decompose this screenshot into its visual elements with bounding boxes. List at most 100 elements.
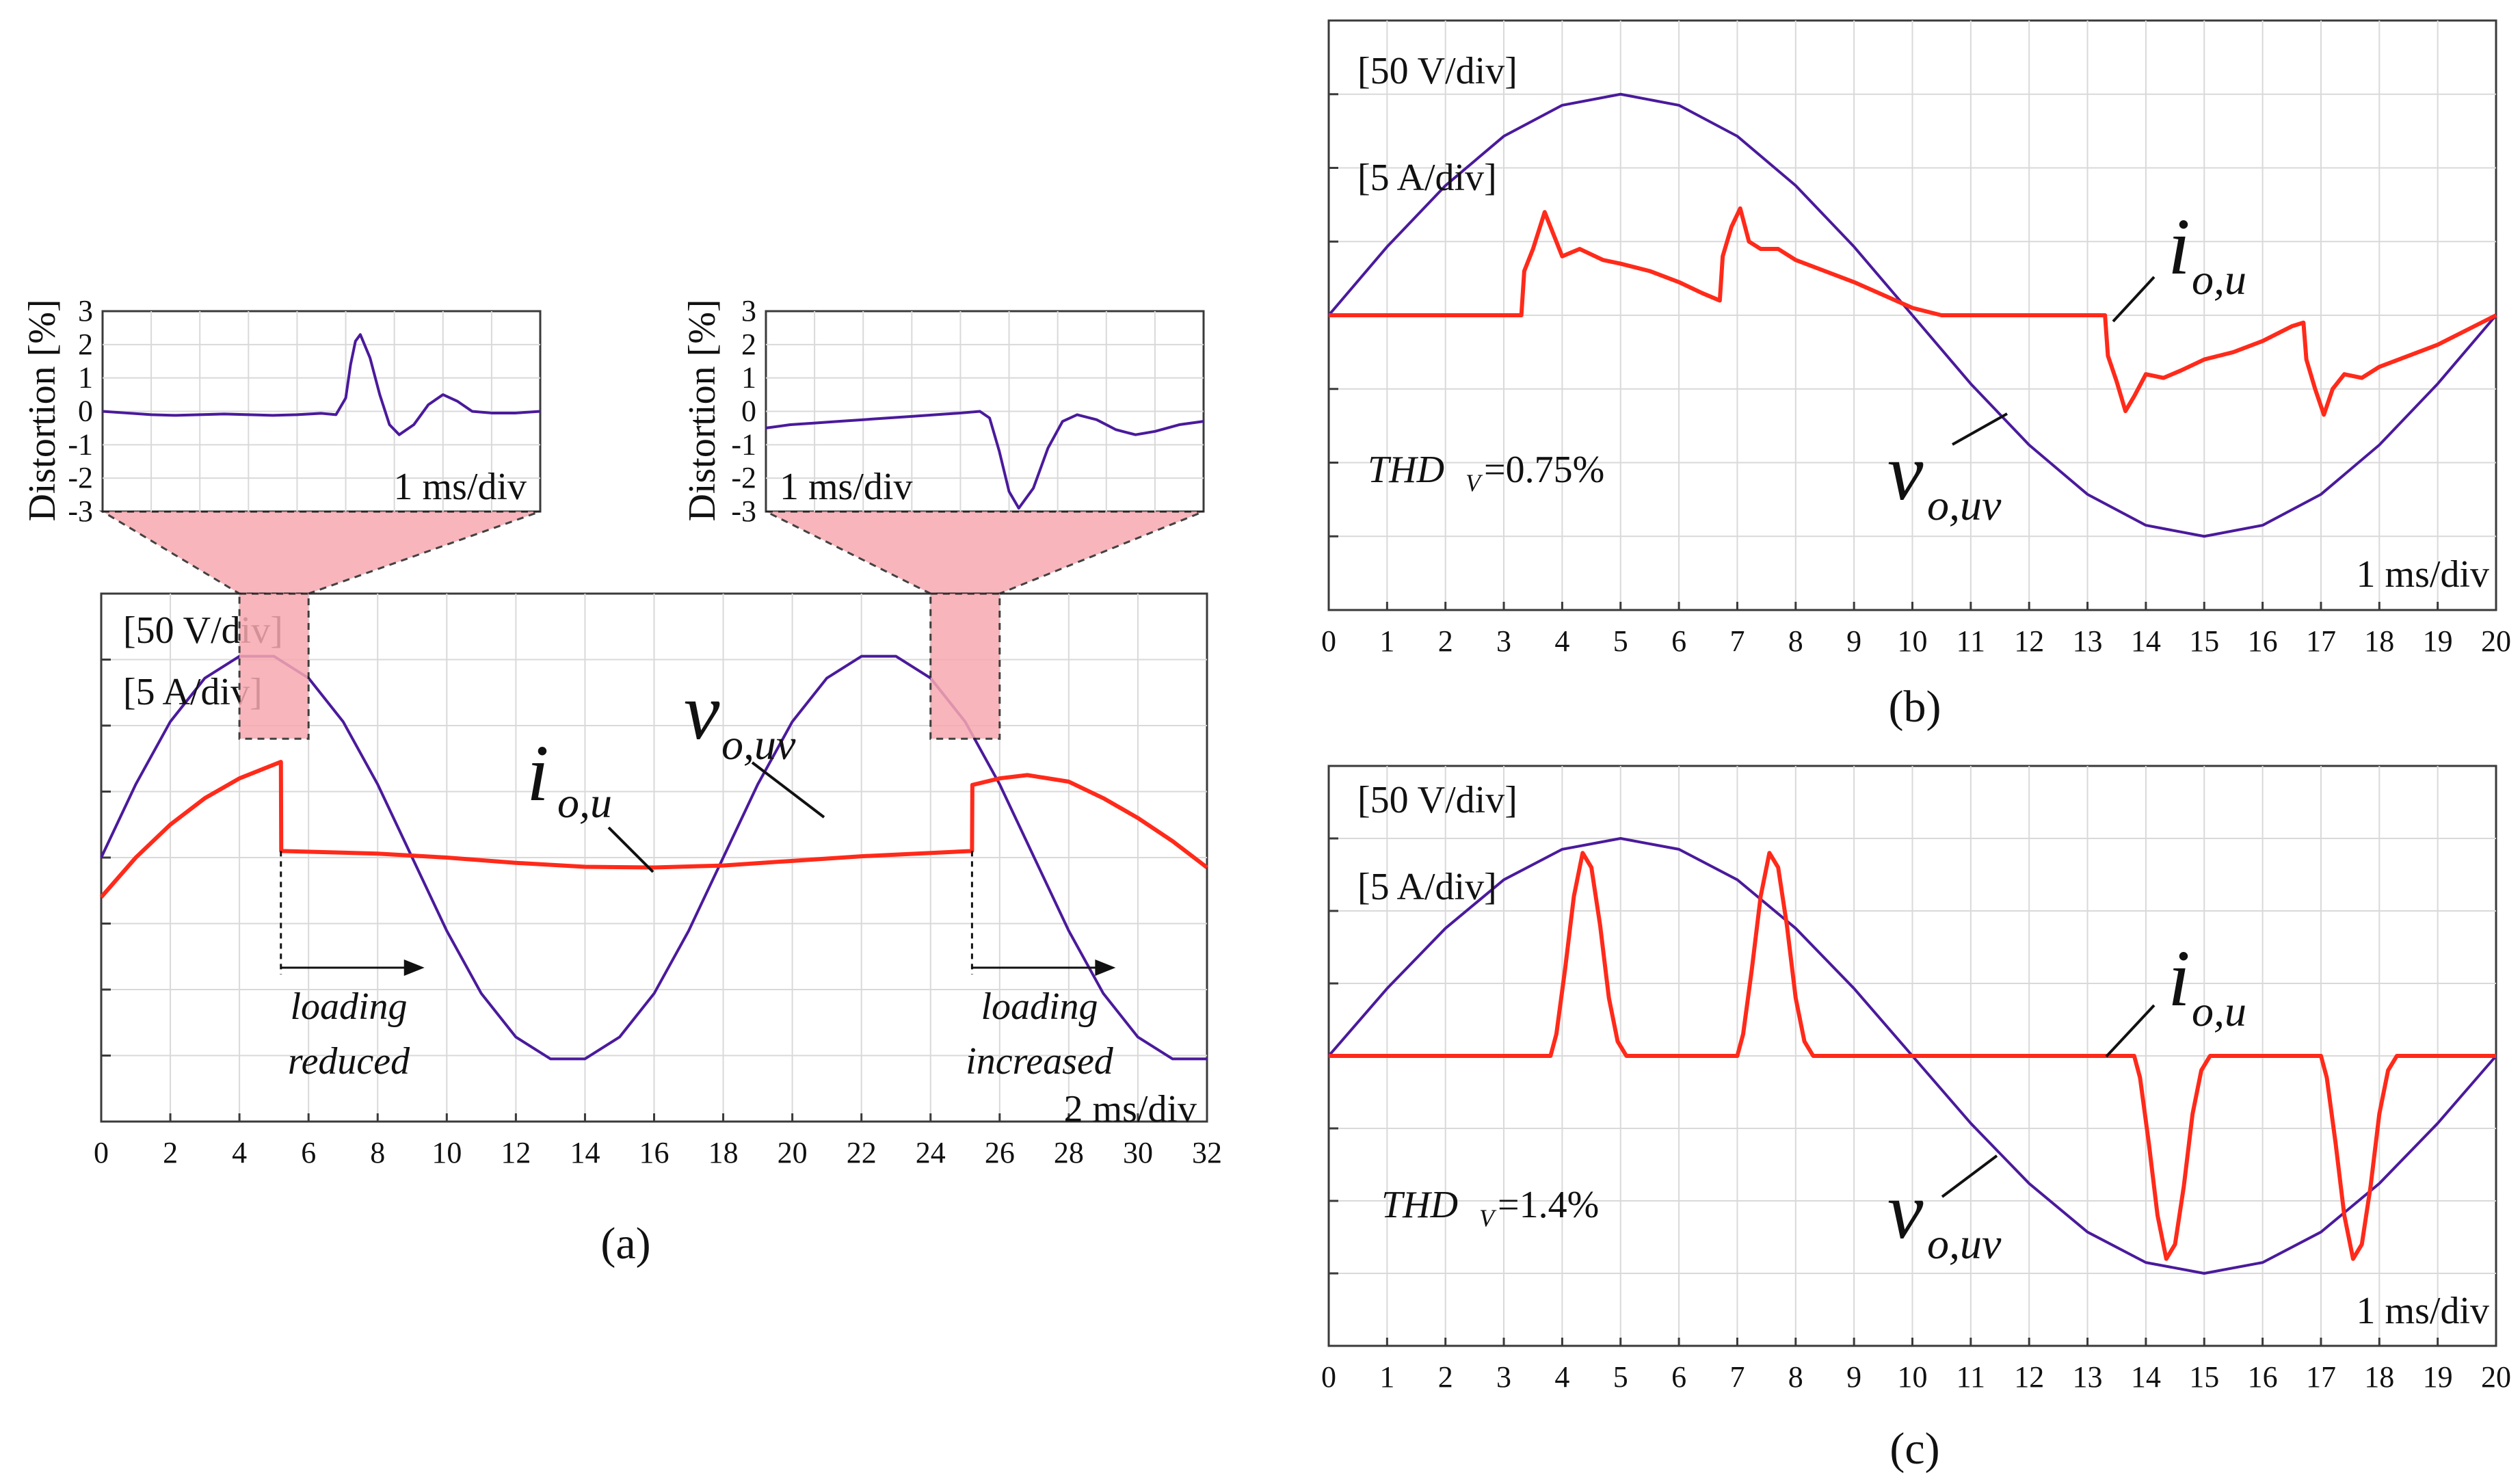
- panel-c-x-tick-label: 2: [1438, 1360, 1453, 1394]
- panel-c-voltage-label: v o,uv: [1887, 1166, 2002, 1268]
- inset-y-tick-label: -2: [68, 461, 93, 494]
- panel-a-x-tick-label: 10: [432, 1136, 462, 1169]
- panel-c-x-tick-label: 11: [1957, 1360, 1985, 1394]
- panel-a-loading-arrowhead: [403, 959, 425, 976]
- panel-b-x-tick-label: 8: [1788, 624, 1803, 658]
- panel-b-x-tick-label: 5: [1613, 624, 1628, 658]
- panel-c-x-tick-label: 1: [1379, 1360, 1394, 1394]
- panel-b-x-tick-label: 18: [2364, 624, 2394, 658]
- panel-a-voltage-label-main: v: [684, 667, 720, 756]
- panel-a-x-tick-label: 0: [94, 1136, 109, 1169]
- panel-b-x-tick-label: 20: [2481, 624, 2511, 658]
- panel-c-voltage-label-sub: o,uv: [1927, 1219, 2002, 1268]
- panel-c-x-tick-label: 4: [1554, 1360, 1569, 1394]
- panel-a-current-scale: [5 A/div]: [123, 671, 263, 713]
- panel-a-x-tick-label: 2: [163, 1136, 178, 1169]
- inset-y-tick-label: 3: [741, 294, 756, 328]
- panel-a-x-tick-label: 28: [1054, 1136, 1084, 1169]
- panel-c-thd: THD V =1.4%: [1381, 1184, 1599, 1232]
- panel-b-current-scale: [5 A/div]: [1357, 157, 1497, 199]
- panel-c-x-tick-label: 13: [2073, 1360, 2103, 1394]
- panel-b-x-ticks: 0 1 2 3 4 5 6 7 8 9 10 11 12 13 14 15 16 17 18 19 20: [1321, 602, 2511, 658]
- panel-a-x-tick-label: 24: [916, 1136, 946, 1169]
- panel-a: 0 2 4 6 8 10 12 14 16 18 20 22 24 26 28 30 32 [50 V/div]…: [21, 294, 1222, 1269]
- panel-c-voltage-scale: [50 V/div]: [1357, 779, 1517, 821]
- panel-c-series-current: [1329, 851, 2496, 1261]
- panel-b-current-label-main: i: [2168, 202, 2190, 291]
- panel-a-x-tick-label: 8: [370, 1136, 385, 1169]
- panel-b-thd-label: THD: [1368, 449, 1444, 491]
- panel-a-loading-reduced-line1: loading: [290, 985, 407, 1028]
- inset-y-tick-label: 2: [741, 328, 756, 361]
- inset-y-tick-label: -3: [68, 494, 93, 528]
- panel-b-thd-value: =0.75%: [1484, 449, 1604, 491]
- panel-b-series-voltage: [1327, 92, 2497, 538]
- panel-c-thd-label: THD: [1381, 1184, 1458, 1226]
- panel-b-x-tick-label: 4: [1554, 624, 1569, 658]
- panel-c-x-tick-label: 15: [2189, 1360, 2219, 1394]
- panel-a-x-tick-label: 26: [985, 1136, 1015, 1169]
- panel-b-voltage-label-sub: o,uv: [1927, 481, 2002, 529]
- panel-a-inset-1-ylabel: Distortion [%]: [21, 299, 64, 521]
- panel-a-inset-2-time-scale: 1 ms/div: [780, 466, 912, 508]
- panel-c-voltage-label-main: v: [1887, 1166, 1924, 1256]
- panel-a-x-tick-label: 22: [847, 1136, 877, 1169]
- panel-a-x-tick-label: 16: [639, 1136, 669, 1169]
- panel-b-current-label: i o,u: [2168, 202, 2246, 304]
- panel-a-loading-increased-line1: loading: [981, 985, 1098, 1028]
- panel-a-voltage-label: v o,uv: [684, 667, 796, 769]
- panel-c-voltage-label-leader: [1941, 1154, 1998, 1198]
- panel-b-current-label-leader: [2112, 276, 2156, 323]
- panel-c-x-tick-label: 14: [2131, 1360, 2161, 1394]
- panel-a-loading-reduced: loading reduced: [288, 985, 410, 1083]
- panel-b-thd: THD V =0.75%: [1368, 449, 1604, 496]
- panel-b-x-tick-label: 13: [2073, 624, 2103, 658]
- panel-a-zoom-window: [929, 592, 1001, 740]
- panel-a-loading-arrowhead: [1095, 959, 1116, 976]
- panel-c-x-tick-label: 19: [2423, 1360, 2453, 1394]
- panel-a-voltage-label-sub: o,uv: [721, 720, 796, 769]
- panel-c: 0 1 2 3 4 5 6 7 8 9 10 11 12 13 14 15 16 17 18 19 20 [50 V/d…: [1321, 765, 2511, 1474]
- inset-y-tick-label: 3: [78, 294, 93, 328]
- panel-b-x-tick-label: 19: [2423, 624, 2453, 658]
- panel-a-x-ticks: 0 2 4 6 8 10 12 14 16 18 20 22 24 26 28 30 32: [94, 1113, 1222, 1169]
- panel-a-x-tick-label: 6: [301, 1136, 316, 1169]
- panel-c-x-tick-label: 5: [1613, 1360, 1628, 1394]
- panel-a-x-tick-label: 18: [708, 1136, 739, 1169]
- panel-b-x-tick-label: 3: [1496, 624, 1511, 658]
- panel-a-loading-reduced-line2: reduced: [288, 1040, 410, 1083]
- panel-a-zoom-funnel: [765, 510, 1204, 595]
- panel-b-voltage-label: v o,uv: [1887, 427, 2002, 529]
- panel-b-x-tick-label: 0: [1321, 624, 1336, 658]
- panel-b-voltage-label-main: v: [1887, 427, 1924, 517]
- panel-c-x-tick-label: 12: [2014, 1360, 2044, 1394]
- panel-a-x-tick-label: 12: [501, 1136, 531, 1169]
- panel-c-x-tick-label: 8: [1788, 1360, 1803, 1394]
- panel-a-zoom-window: [238, 592, 310, 740]
- inset-y-tick-label: 0: [78, 395, 93, 428]
- panel-c-current-label-main: i: [2168, 933, 2190, 1023]
- panel-c-x-tick-label: 16: [2248, 1360, 2278, 1394]
- panel-a-loading-increased-line2: increased: [966, 1040, 1114, 1083]
- panel-b-x-tick-label: 2: [1438, 624, 1453, 658]
- panel-c-current-scale: [5 A/div]: [1357, 866, 1497, 908]
- panel-b-main-plot: [1327, 19, 2497, 611]
- panel-a-x-tick-label: 32: [1192, 1136, 1222, 1169]
- inset-y-tick-label: 1: [741, 361, 756, 395]
- panel-a-x-tick-label: 20: [778, 1136, 808, 1169]
- panel-a-label: (a): [600, 1219, 650, 1269]
- panel-a-x-tick-label: 14: [570, 1136, 600, 1169]
- panel-a-series-current: [99, 760, 1208, 899]
- panel-a-zoom-funnel: [98, 510, 541, 595]
- panel-a-current-label: i o,u: [527, 728, 612, 827]
- panel-c-x-tick-label: 18: [2364, 1360, 2394, 1394]
- panel-c-x-tick-label: 7: [1729, 1360, 1745, 1394]
- panel-c-x-tick-label: 10: [1898, 1360, 1928, 1394]
- panel-b-x-tick-label: 1: [1379, 624, 1394, 658]
- panel-b-x-tick-label: 15: [2189, 624, 2219, 658]
- panel-a-inset-2-ylabel: Distortion [%]: [681, 299, 724, 521]
- panel-c-current-label-leader: [2105, 1004, 2156, 1058]
- panel-b-voltage-scale: [50 V/div]: [1357, 50, 1517, 92]
